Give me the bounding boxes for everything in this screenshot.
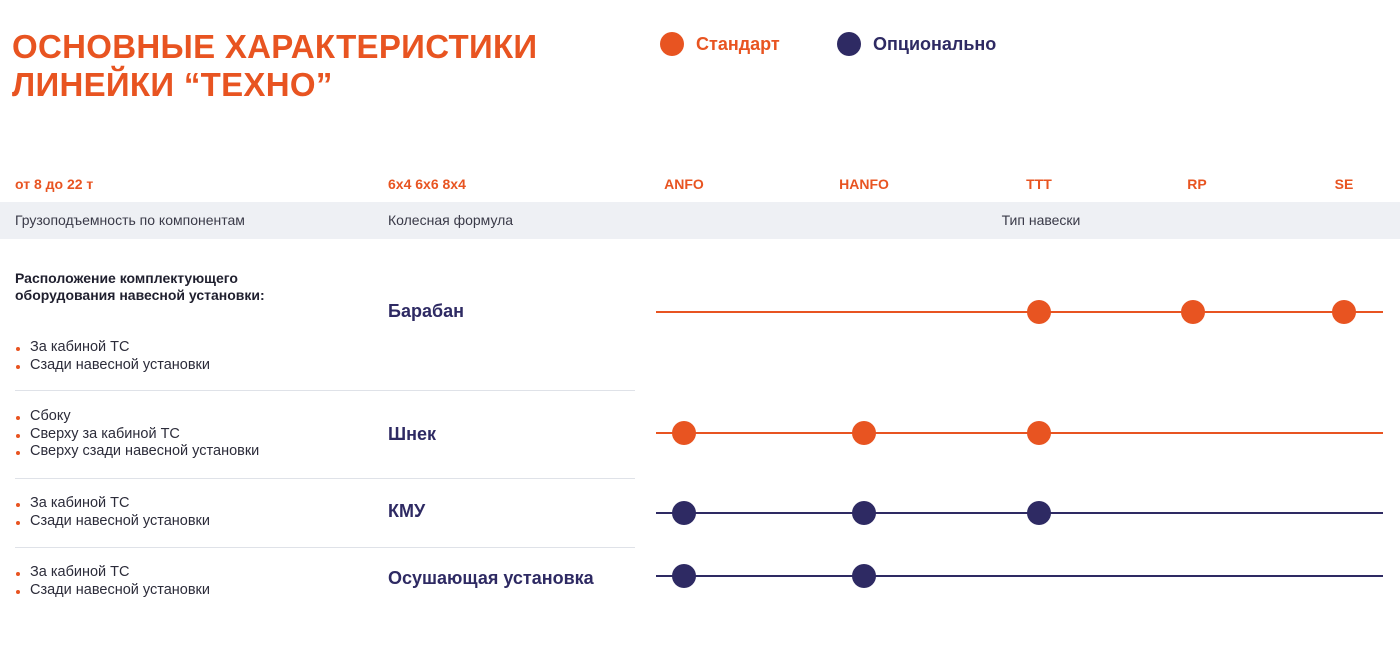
list-item: За кабиной ТС (15, 339, 210, 357)
auger-ttt-standard-dot (1027, 421, 1051, 445)
dryer-track-line (656, 575, 1383, 577)
equipment-location-heading: Расположение комплектующего оборудования… (15, 270, 265, 304)
list-item: Сверху за кабиной ТС (15, 426, 259, 444)
drum-location-list: За кабиной ТС Сзади навесной установки (15, 339, 210, 374)
list-item: Сбоку (15, 408, 259, 426)
dryer-location-list: За кабиной ТС Сзади навесной установки (15, 564, 210, 599)
crane-track-line (656, 512, 1383, 514)
row-label-auger: Шнек (388, 424, 436, 444)
legend-optional-dot-icon (837, 32, 861, 56)
crane-location-list: За кабиной ТС Сзади навесной установки (15, 495, 210, 530)
list-item: Сзади навесной установки (15, 513, 210, 531)
legend-standard-dot-icon (660, 32, 684, 56)
auger-hanfo-standard-dot (852, 421, 876, 445)
row-divider (15, 547, 635, 548)
list-item: Сверху сзади навесной установки (15, 443, 259, 461)
wheel-formula-label: Колесная формула (388, 212, 514, 228)
column-header-anfo: ANFO (664, 176, 704, 192)
list-item: За кабиной ТС (15, 495, 210, 513)
list-item: Сзади навесной установки (15, 582, 210, 600)
row-label-crane: КМУ (388, 501, 426, 521)
column-header-se: SE (1334, 176, 1354, 192)
legend-standard-label: Стандарт (696, 33, 780, 54)
auger-location-list: Сбоку Сверху за кабиной ТС Сверху сзади … (15, 408, 259, 461)
dryer-anfo-optional-dot (672, 564, 696, 588)
dryer-hanfo-optional-dot (852, 564, 876, 588)
row-divider (15, 478, 635, 479)
capacity-label: Грузоподъемность по компонентам (15, 212, 245, 228)
legend-standard: Стандарт (660, 32, 780, 56)
row-label-dryer: Осушающая установка (388, 568, 594, 588)
page-title-line-2: ЛИНЕЙКИ “ТЕХНО” (12, 66, 333, 103)
drum-ttt-standard-dot (1027, 300, 1051, 324)
list-item: За кабиной ТС (15, 564, 210, 582)
row-divider (15, 390, 635, 391)
drum-se-standard-dot (1332, 300, 1356, 324)
crane-anfo-optional-dot (672, 501, 696, 525)
column-header-hanfo: HANFO (839, 176, 889, 192)
column-header-rp: RP (1187, 176, 1207, 192)
header-label-band (0, 202, 1400, 239)
row-label-drum: Барабан (388, 301, 464, 321)
page-title: ОСНОВНЫЕ ХАРАКТЕРИСТИКИ ЛИНЕЙКИ “ТЕХНО” (12, 28, 537, 104)
mount-type-label: Тип навески (1001, 212, 1081, 228)
legend-optional: Опционально (837, 32, 996, 56)
drum-rp-standard-dot (1181, 300, 1205, 324)
wheel-formula-value: 6x4 6x6 8x4 (388, 176, 466, 192)
drum-track-line (656, 311, 1383, 313)
page-title-line-1: ОСНОВНЫЕ ХАРАКТЕРИСТИКИ (12, 28, 538, 65)
legend-optional-label: Опционально (873, 33, 997, 54)
auger-track-line (656, 432, 1383, 434)
equipment-location-heading-line-1: Расположение комплектующего (15, 270, 238, 286)
auger-anfo-standard-dot (672, 421, 696, 445)
column-header-ttt: ТТТ (1026, 176, 1052, 192)
list-item: Сзади навесной установки (15, 357, 210, 375)
equipment-location-heading-line-2: оборудования навесной установки: (15, 287, 265, 303)
capacity-value: от 8 до 22 т (15, 176, 94, 192)
crane-hanfo-optional-dot (852, 501, 876, 525)
crane-ttt-optional-dot (1027, 501, 1051, 525)
